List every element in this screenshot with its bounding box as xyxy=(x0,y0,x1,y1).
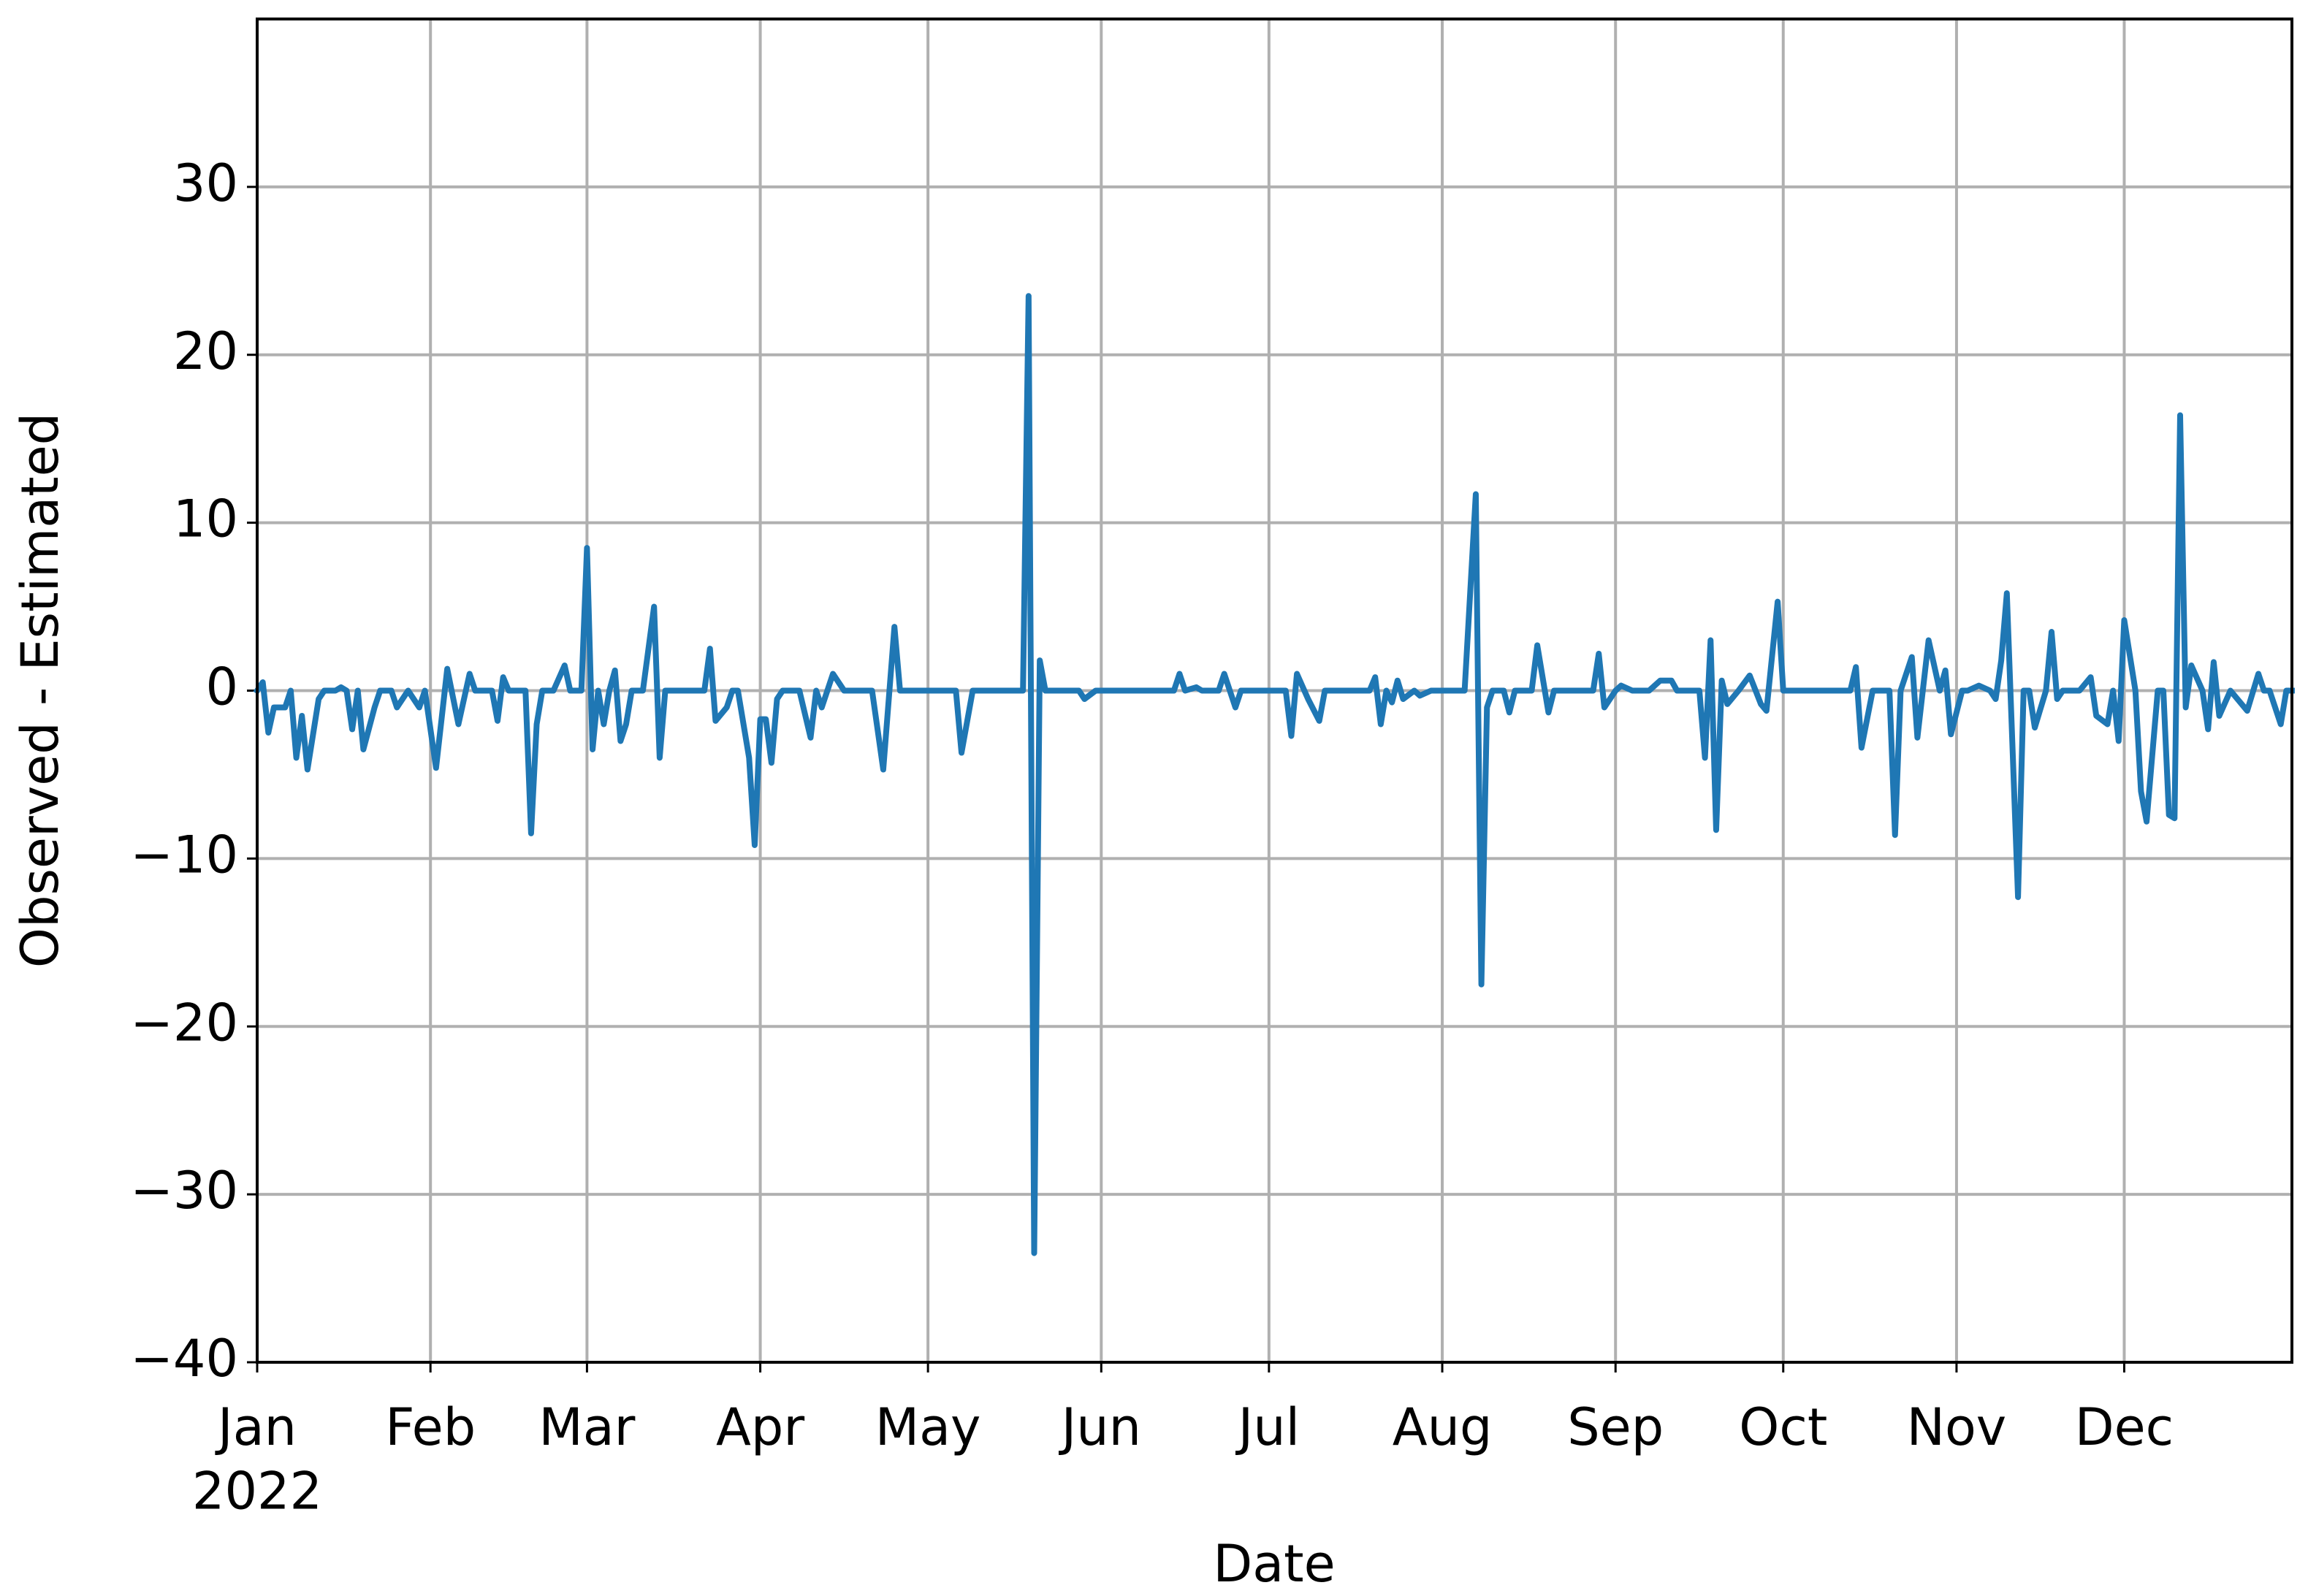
y-tick-label: 20 xyxy=(173,321,238,381)
y-tick-label: −10 xyxy=(130,825,238,885)
x-tick-label: May xyxy=(875,1397,981,1457)
y-tick-label: 10 xyxy=(173,489,238,549)
data-line xyxy=(253,293,2295,1256)
y-tick-label: 30 xyxy=(173,153,238,213)
y-tick-label: 0 xyxy=(205,657,238,717)
x-tick-label: Oct xyxy=(1739,1397,1827,1457)
x-tick-label: Nov xyxy=(1907,1397,2007,1457)
x-tick-label: Jan 2022 xyxy=(192,1397,322,1521)
x-tick-label: Jul xyxy=(1235,1397,1300,1457)
y-tick-label: −40 xyxy=(130,1329,238,1389)
plot-frame xyxy=(256,18,2293,1364)
x-tick-label: Feb xyxy=(385,1397,476,1457)
y-axis-label: Observed - Estimated xyxy=(10,413,70,968)
x-tick-label: Sep xyxy=(1567,1397,1664,1457)
x-tick-label: Jun xyxy=(1059,1397,1141,1457)
x-tick-label: Mar xyxy=(538,1397,635,1457)
x-tick-label: Apr xyxy=(716,1397,804,1457)
x-tick-label: Aug xyxy=(1393,1397,1493,1457)
y-tick-label: −20 xyxy=(130,993,238,1053)
x-axis-label: Date xyxy=(1213,1534,1335,1594)
x-tick-label: Dec xyxy=(2075,1397,2174,1457)
y-tick-label: −30 xyxy=(130,1161,238,1221)
